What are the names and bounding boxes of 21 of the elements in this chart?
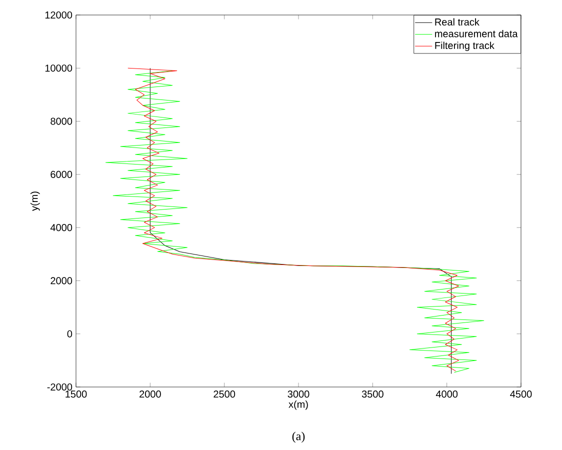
text: (a) xyxy=(292,432,305,443)
legend-label: measurement data xyxy=(435,30,518,38)
y-tick-label: 6000 xyxy=(50,170,72,178)
y-tick-label: 8000 xyxy=(50,118,72,125)
x-tick-label: 2000 xyxy=(140,390,161,398)
x-tick-label: 2500 xyxy=(214,390,236,398)
x-tick-label: 3500 xyxy=(362,390,384,398)
x-tick-label: 4500 xyxy=(510,390,532,398)
x-tick-label: 3000 xyxy=(288,390,310,398)
x-tick-label: 4000 xyxy=(436,390,458,398)
y-tick-label: 0 xyxy=(67,330,72,338)
y-tick-label: -2000 xyxy=(47,383,72,391)
x-axis-title: x(m) xyxy=(288,400,308,410)
y-tick-label: 4000 xyxy=(50,224,72,232)
y-tick-label: 10000 xyxy=(45,64,72,72)
legend-label: Filtering track xyxy=(435,42,494,52)
y-axis-title: y(m) xyxy=(30,192,40,211)
x-tick-label: 1500 xyxy=(66,390,87,398)
legend-label: Real track xyxy=(435,18,480,26)
y-tick-label: 12000 xyxy=(45,11,72,19)
y-tick-label: 2000 xyxy=(50,277,72,284)
